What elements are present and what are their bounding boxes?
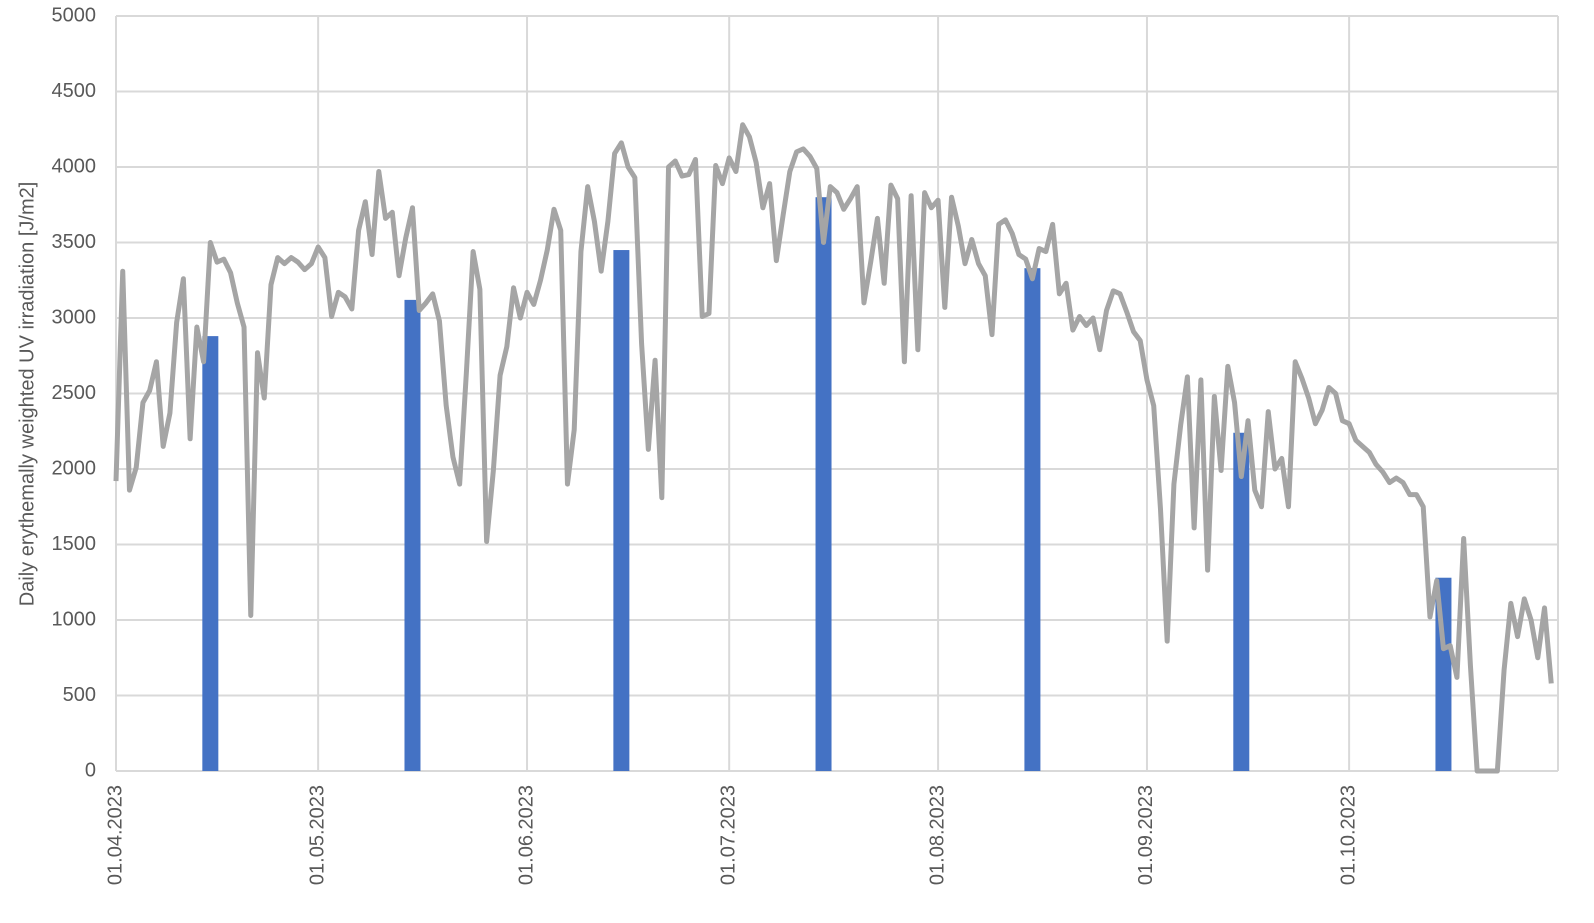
y-tick-label: 3000	[52, 306, 97, 328]
y-tick-label: 1500	[52, 533, 97, 555]
y-tick-label: 1000	[52, 608, 97, 630]
bar	[202, 336, 219, 771]
y-tick-label: 4000	[52, 155, 97, 177]
y-tick-label: 2500	[52, 382, 97, 404]
y-tick-label: 2000	[52, 457, 97, 479]
x-tick-label: 01.09.2023	[1135, 785, 1157, 885]
x-tick-label: 01.06.2023	[515, 785, 537, 885]
bar	[1233, 432, 1250, 771]
bar	[815, 197, 832, 771]
y-tick-label: 500	[63, 684, 96, 706]
y-tick-label: 3500	[52, 231, 97, 253]
x-tick-label: 01.10.2023	[1337, 785, 1359, 885]
y-axis-label: Daily erythemally weighted UV irradiatio…	[16, 182, 38, 607]
y-tick-label: 5000	[52, 4, 97, 26]
x-tick-label: 01.08.2023	[926, 785, 948, 885]
x-tick-label: 01.05.2023	[306, 785, 328, 885]
bar	[613, 250, 630, 772]
bar	[1024, 268, 1041, 771]
x-tick-label: 01.07.2023	[717, 785, 739, 885]
x-tick-label: 01.04.2023	[104, 785, 126, 885]
line	[113, 122, 1554, 774]
bar	[404, 299, 421, 771]
y-tick-label: 4500	[52, 80, 97, 102]
y-tick-label: 0	[85, 759, 96, 781]
